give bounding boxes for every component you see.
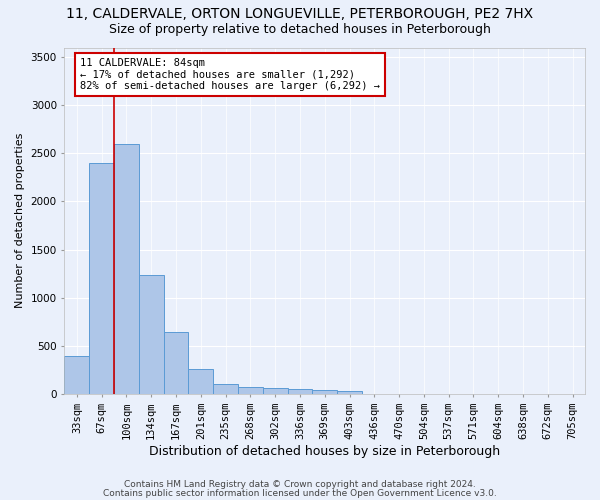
Bar <box>188 369 213 394</box>
Text: Size of property relative to detached houses in Peterborough: Size of property relative to detached ho… <box>109 22 491 36</box>
Bar <box>64 356 89 394</box>
Text: 11 CALDERVALE: 84sqm
← 17% of detached houses are smaller (1,292)
82% of semi-de: 11 CALDERVALE: 84sqm ← 17% of detached h… <box>80 58 380 91</box>
Text: 11, CALDERVALE, ORTON LONGUEVILLE, PETERBOROUGH, PE2 7HX: 11, CALDERVALE, ORTON LONGUEVILLE, PETER… <box>67 8 533 22</box>
Bar <box>164 332 188 394</box>
Text: Contains HM Land Registry data © Crown copyright and database right 2024.: Contains HM Land Registry data © Crown c… <box>124 480 476 489</box>
Y-axis label: Number of detached properties: Number of detached properties <box>15 133 25 308</box>
Bar <box>213 384 238 394</box>
Bar <box>287 388 313 394</box>
Bar <box>337 391 362 394</box>
Text: Contains public sector information licensed under the Open Government Licence v3: Contains public sector information licen… <box>103 488 497 498</box>
Bar <box>313 390 337 394</box>
Bar <box>139 274 164 394</box>
Bar <box>238 387 263 394</box>
Bar <box>263 388 287 394</box>
Bar <box>89 163 114 394</box>
X-axis label: Distribution of detached houses by size in Peterborough: Distribution of detached houses by size … <box>149 444 500 458</box>
Bar <box>114 144 139 394</box>
